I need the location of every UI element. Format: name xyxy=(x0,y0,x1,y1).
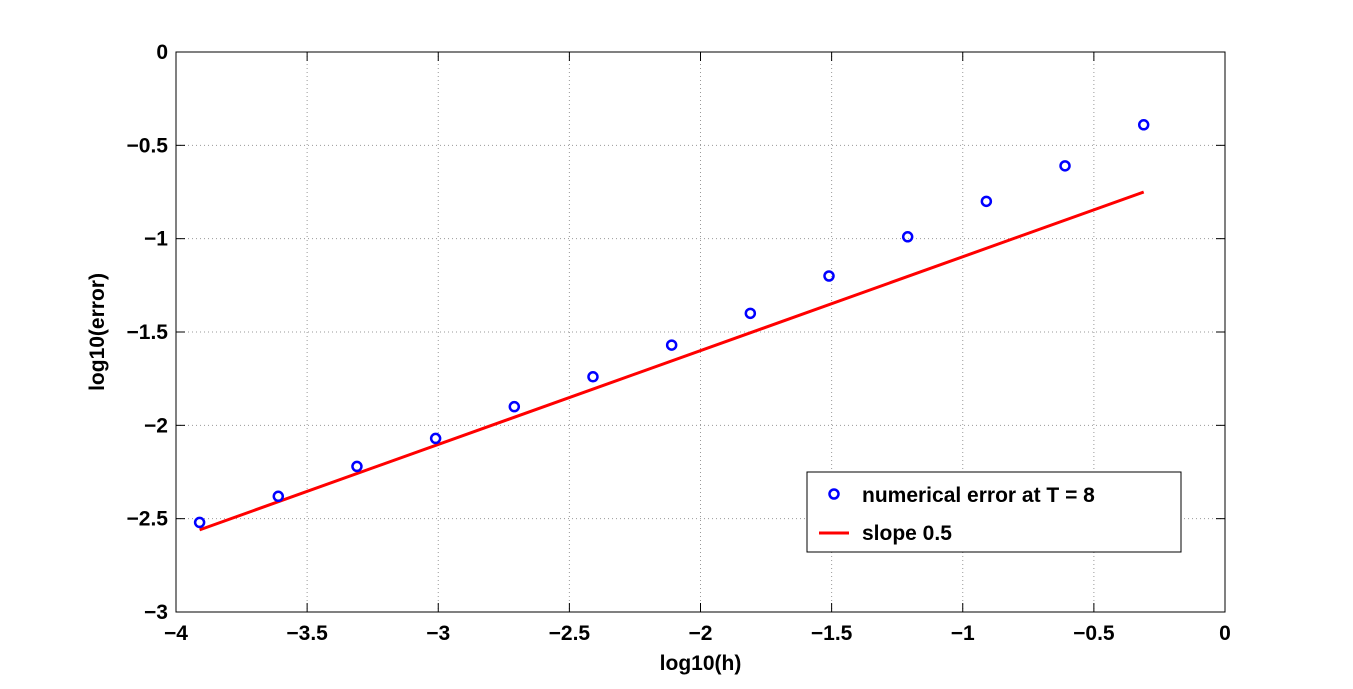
y-tick-label: −2.5 xyxy=(127,508,169,531)
x-tick-label: −2.5 xyxy=(549,622,591,645)
axis-ticks xyxy=(175,51,1226,613)
y-tick-label: −1.5 xyxy=(127,321,169,344)
error-point xyxy=(980,195,993,208)
error-point xyxy=(1137,119,1150,131)
error-point xyxy=(272,490,285,503)
slope-line xyxy=(199,190,1145,532)
x-axis-label: log10(h) xyxy=(660,652,742,675)
error-point xyxy=(1059,160,1071,172)
legend-label-slope: slope 0.5 xyxy=(862,522,952,545)
legend-box xyxy=(806,471,1182,553)
y-tick-label: −1 xyxy=(144,228,168,251)
error-point xyxy=(665,339,678,351)
error-point xyxy=(429,432,442,445)
y-tick-labels: 0 −0.5 −1 −1.5 −2 −2.5 −3 xyxy=(127,41,169,624)
x-tick-label: −2 xyxy=(689,622,713,645)
error-point xyxy=(901,231,914,243)
x-tick-label: −3.5 xyxy=(286,622,328,645)
x-tick-label: 0 xyxy=(1219,622,1231,645)
y-tick-label: −2 xyxy=(144,414,168,437)
legend-label-errors: numerical error at T = 8 xyxy=(862,484,1095,507)
series-lines xyxy=(199,190,1145,532)
y-axis-label: log10(error) xyxy=(86,273,109,391)
error-point xyxy=(351,460,363,473)
error-point xyxy=(193,516,206,529)
error-point xyxy=(508,400,521,413)
error-point xyxy=(823,270,835,282)
grid xyxy=(176,52,1225,612)
x-tick-label: −3 xyxy=(426,622,450,645)
x-tick-label: −1.5 xyxy=(811,622,853,645)
y-tick-label: 0 xyxy=(156,41,168,64)
legend-marker-icon xyxy=(828,488,840,500)
y-tick-label: −3 xyxy=(144,601,168,624)
x-tick-label: −0.5 xyxy=(1073,622,1115,645)
series-markers xyxy=(193,119,1150,529)
x-tick-labels: −4 −3.5 −3 −2.5 −2 −1.5 −1 −0.5 0 xyxy=(164,622,1231,645)
x-tick-label: −1 xyxy=(951,622,975,645)
error-point xyxy=(744,307,757,320)
legend: numerical error at T = 8 slope 0.5 xyxy=(806,471,1182,553)
y-tick-label: −0.5 xyxy=(127,134,169,157)
error-point xyxy=(587,371,599,383)
x-tick-label: −4 xyxy=(164,622,188,645)
